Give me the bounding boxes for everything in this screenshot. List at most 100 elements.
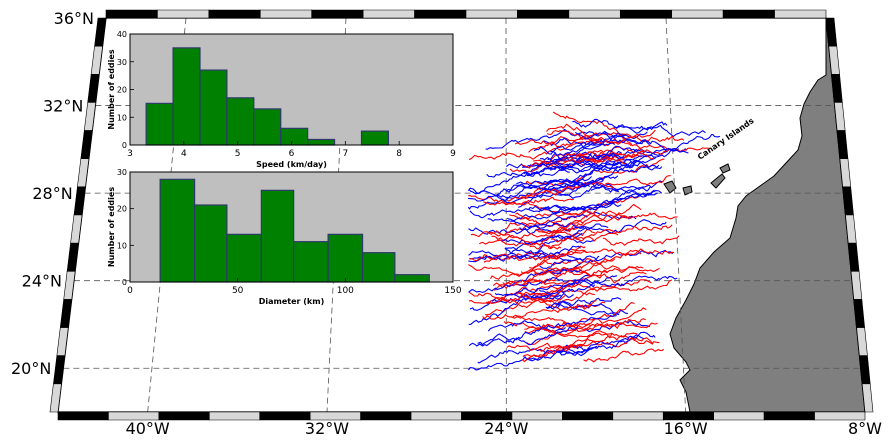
- x-axis-label: Speed (km/day): [256, 160, 327, 169]
- frame-segment: [360, 411, 412, 421]
- frame-segment: [57, 411, 109, 421]
- eddy-track: [584, 319, 651, 333]
- x-tick-label: 8: [396, 149, 402, 159]
- eddy-track: [479, 239, 562, 250]
- frame-segment: [157, 9, 210, 19]
- frame-segment: [414, 9, 467, 19]
- frame-segment: [259, 9, 313, 19]
- latitude-label: 36°N: [54, 9, 94, 28]
- eddy-track: [590, 183, 651, 194]
- eddy-track: [468, 184, 591, 199]
- eddy-track: [469, 292, 574, 311]
- eddy-track: [468, 138, 603, 161]
- eddy-track: [539, 152, 642, 165]
- eddy-track: [559, 331, 656, 356]
- y-tick-label: 20: [117, 86, 127, 95]
- histogram-bar: [280, 127, 309, 146]
- x-tick-label: 9: [450, 149, 456, 159]
- histogram-bar: [226, 233, 262, 283]
- eddy-track: [556, 304, 620, 316]
- eddy-track: [524, 301, 635, 334]
- eddy-track: [550, 137, 650, 157]
- longitude-gridline: [665, 17, 687, 413]
- eddy-track: [538, 275, 678, 298]
- eddy-track: [469, 249, 587, 262]
- eddy-track: [487, 218, 609, 229]
- frame-segment: [619, 9, 673, 19]
- eddy-track: [468, 293, 562, 325]
- eddy-track: [613, 124, 706, 137]
- eddy-track: [468, 245, 581, 258]
- histogram-bar: [307, 138, 336, 146]
- eddy-track: [482, 299, 597, 320]
- eddy-track: [510, 314, 592, 329]
- x-tick-label: 6: [289, 149, 295, 159]
- eddy-track: [533, 132, 627, 155]
- histogram-bar: [253, 108, 282, 146]
- histogram-bar: [293, 241, 329, 283]
- frame-segment: [713, 411, 765, 421]
- frame-segment: [208, 9, 261, 19]
- map-frame: [49, 9, 874, 421]
- x-tick-label: 150: [444, 286, 461, 296]
- eddy-track: [538, 326, 613, 338]
- x-tick-label: 100: [337, 286, 354, 296]
- histogram-bar: [361, 252, 396, 283]
- eddy-track: [526, 322, 658, 345]
- histogram-bar: [199, 69, 228, 146]
- eddy-track: [498, 234, 595, 245]
- eddy-track: [543, 249, 673, 274]
- longitude-label: 32°W: [305, 419, 349, 438]
- eddy-track: [505, 164, 660, 192]
- eddy-track: [602, 235, 680, 246]
- eddy-track: [521, 153, 626, 169]
- frame-segment: [105, 9, 158, 19]
- eddy-track: [487, 219, 584, 236]
- frame-segment: [410, 411, 462, 421]
- frame-segment: [861, 383, 874, 413]
- y-tick-label: 10: [117, 113, 127, 122]
- histogram-bar: [327, 233, 364, 283]
- x-tick-label: 0: [127, 286, 133, 296]
- frame-segment: [671, 9, 724, 19]
- eddy-track: [506, 207, 637, 222]
- x-tick-label: 50: [232, 286, 244, 296]
- frame-segment: [517, 9, 570, 19]
- y-tick-label: 30: [117, 58, 127, 67]
- y-tick-label: 20: [117, 205, 127, 214]
- eddy-track: [534, 267, 609, 277]
- eddy-track: [516, 179, 604, 193]
- eddy-track: [538, 330, 654, 352]
- y-tick-label: 10: [117, 241, 127, 250]
- eddy-track: [468, 281, 581, 302]
- latitude-label: 32°N: [43, 97, 83, 116]
- x-tick-label: 3: [127, 149, 133, 159]
- eddy-track: [544, 189, 655, 211]
- eddy-track: [468, 175, 619, 202]
- eddy-track: [468, 326, 579, 347]
- eddy-track: [545, 301, 628, 314]
- eddy-track: [555, 157, 657, 170]
- y-tick-label: 0: [122, 278, 127, 287]
- y-tick-label: 30: [117, 168, 127, 177]
- frame-segment: [465, 9, 518, 19]
- eddy-track: [504, 214, 631, 235]
- frame-segment: [49, 383, 62, 413]
- eddy-track: [596, 190, 663, 207]
- histogram-0: 3 4 5 6 7 8 9 0 10 20 30 40 Speed (km/day) Number of …: [107, 30, 456, 169]
- eddy-track: [543, 148, 689, 189]
- eddy-track: [467, 178, 585, 210]
- histogram-bar: [360, 130, 390, 146]
- longitude-label: 40°W: [126, 419, 170, 438]
- canary-island-3: [719, 163, 731, 174]
- eddy-track: [552, 111, 656, 140]
- eddy-track: [529, 228, 596, 250]
- eddy-track: [523, 159, 622, 177]
- plot-frame: [129, 171, 454, 283]
- frame-segment: [814, 411, 866, 421]
- eddy-track: [522, 338, 660, 358]
- histogram-bar: [172, 47, 201, 146]
- histogram-bar: [145, 102, 174, 146]
- eddy-track: [477, 314, 617, 346]
- histogram-bar: [394, 274, 430, 283]
